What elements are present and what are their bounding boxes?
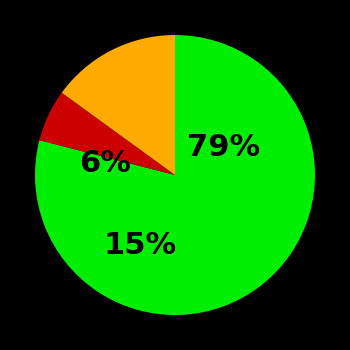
Text: 79%: 79% — [188, 133, 260, 161]
Text: 6%: 6% — [79, 149, 131, 178]
Wedge shape — [62, 35, 175, 175]
Text: 15%: 15% — [104, 231, 176, 259]
Wedge shape — [40, 93, 175, 175]
Wedge shape — [35, 35, 315, 315]
